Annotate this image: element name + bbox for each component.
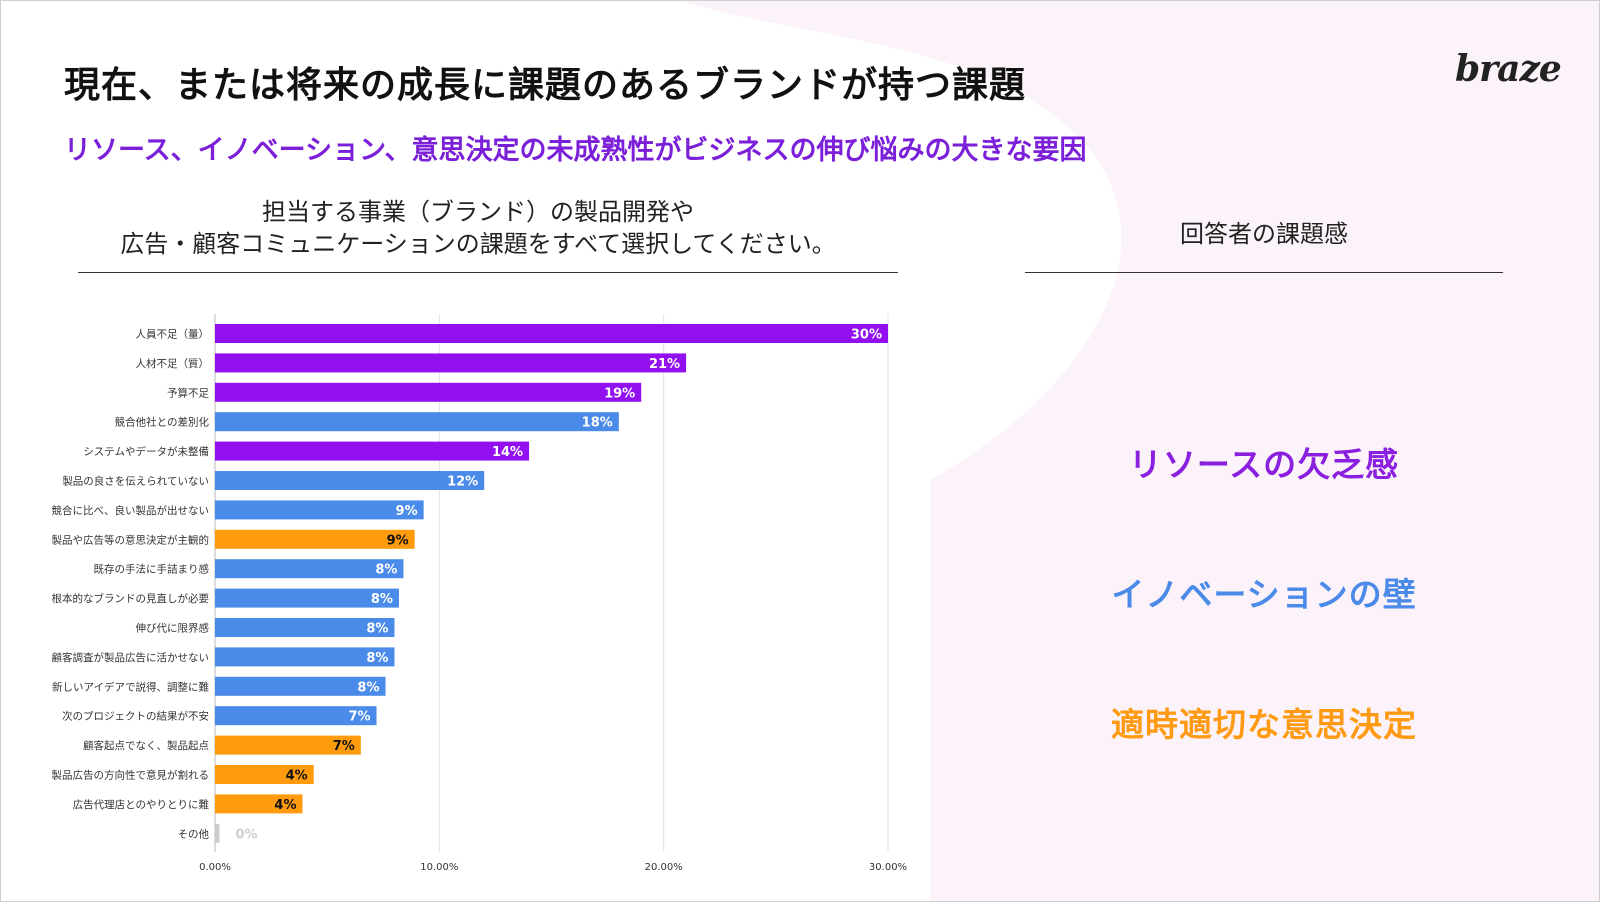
bar [215, 529, 415, 549]
question-line-2: 広告・顧客コミュニケーションの課題をすべて選択してください。 [120, 230, 836, 258]
bar [215, 588, 399, 608]
category-innovation: イノベーションの壁 [1111, 575, 1417, 614]
category-label: 伸び代に限界感 [136, 622, 210, 635]
data-label: 8% [366, 622, 388, 637]
data-label: 7% [348, 710, 370, 725]
data-label: 4% [286, 769, 308, 784]
category-label: 顧客起点でなく、製品起点 [83, 739, 209, 752]
data-label: 12% [447, 475, 478, 490]
category-decision: 適時適切な意思決定 [1111, 705, 1417, 744]
slide-title: 現在、または将来の成長に課題のあるブランドが持つ課題 [64, 65, 1027, 106]
data-label: 4% [274, 798, 296, 813]
bar [215, 823, 220, 843]
question-heading: 担当する事業（ブランド）の製品開発や 広告・顧客コミュニケーションの課題をすべて… [78, 196, 878, 260]
category-label: 製品の良さを伝えられていない [62, 475, 209, 488]
data-label: 18% [582, 416, 613, 431]
category-label: 顧客調査が製品広告に活かせない [52, 651, 210, 664]
bar [215, 794, 303, 814]
category-label: 新しいアイデアで説得、調整に難 [52, 680, 209, 693]
category-label: 次のプロジェクトの結果が不安 [62, 710, 209, 723]
x-tick-label: 10.00% [420, 862, 458, 873]
question-divider [78, 272, 898, 273]
data-label: 8% [371, 592, 393, 607]
x-tick-label: 0.00% [199, 862, 231, 873]
data-label: 8% [357, 680, 379, 695]
question-line-1: 担当する事業（ブランド）の製品開発や [262, 198, 694, 226]
category-label: 予算不足 [167, 386, 209, 399]
category-label: 製品広告の方向性で意見が割れる [52, 769, 210, 782]
bar [215, 353, 687, 373]
category-label: 製品や広告等の意思決定が主観的 [52, 533, 210, 546]
bar [215, 618, 395, 637]
category-label: 広告代理店とのやりとりに難 [73, 798, 210, 811]
respondent-heading: 回答者の課題感 [1180, 220, 1348, 248]
bar [215, 471, 485, 490]
braze-logo: braze [1455, 48, 1562, 90]
slide-subtitle: リソース、イノベーション、意思決定の未成熟性がビジネスの伸び悩みの大きな要因 [64, 135, 1087, 166]
bar [215, 324, 888, 343]
bar [215, 676, 386, 696]
bar [215, 382, 642, 402]
bar [215, 765, 314, 784]
category-label: 根本的なブランドの見直しが必要 [52, 592, 210, 605]
bar [215, 706, 377, 726]
category-resource: リソースの欠乏感 [1128, 445, 1400, 484]
bar [215, 412, 619, 432]
bar [215, 559, 404, 579]
category-label: 競合他社との差別化 [115, 416, 210, 429]
category-label: 人材不足（質） [136, 357, 210, 370]
category-label: システムやデータが未整備 [83, 445, 209, 458]
data-label: 9% [387, 533, 409, 548]
x-tick-label: 30.00% [869, 862, 907, 873]
data-label: 9% [396, 504, 418, 519]
category-label: 競合に比べ、良い製品が出せない [52, 504, 210, 517]
category-label: その他 [178, 827, 210, 840]
bar [215, 441, 530, 461]
bar [215, 735, 361, 755]
data-label: 0% [235, 827, 257, 842]
data-label: 8% [366, 651, 388, 666]
data-label: 30% [851, 328, 882, 343]
data-label: 21% [649, 357, 680, 372]
data-label: 7% [333, 739, 355, 754]
data-label: 8% [375, 563, 397, 578]
respondent-divider [1025, 272, 1503, 273]
bar [215, 500, 424, 520]
data-label: 14% [492, 445, 523, 460]
category-label: 既存の手法に手詰まり感 [94, 563, 210, 576]
category-label: 人員不足（量） [136, 329, 210, 341]
x-tick-label: 20.00% [645, 862, 683, 873]
bar [215, 647, 395, 667]
data-label: 19% [604, 386, 635, 401]
